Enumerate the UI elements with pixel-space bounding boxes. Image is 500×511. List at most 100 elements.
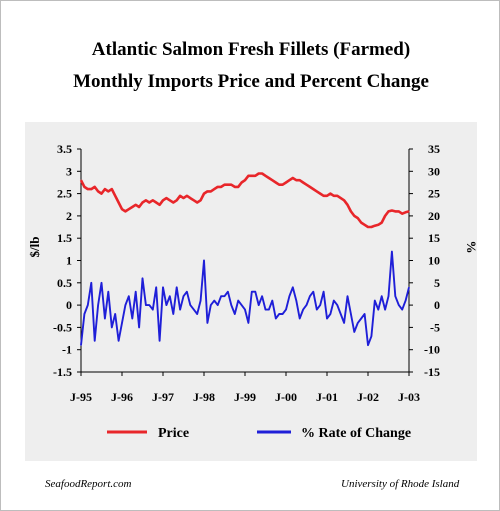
rate-of-change-point: [254, 291, 256, 293]
rate-of-change-point: [104, 317, 106, 320]
rate-of-change-point: [374, 300, 376, 302]
rate-of-change-point: [100, 282, 103, 284]
chart-axes: [80, 149, 410, 373]
price-point: [278, 184, 280, 186]
price-point: [288, 179, 290, 181]
rate-of-change-point: [145, 304, 147, 306]
y-right-tick-label: 30: [428, 164, 440, 178]
rate-of-change-point: [333, 300, 335, 302]
rate-of-change-point: [251, 291, 253, 293]
y-axis-right-label: %: [464, 241, 477, 254]
price-point: [309, 186, 311, 188]
rate-of-change-point: [111, 326, 113, 328]
price-point: [104, 188, 106, 190]
price-point: [316, 190, 318, 192]
price-point: [370, 226, 372, 228]
salmon-price-chart: 3.5 3 2.5 2 1.5 1 0.5 0 -0.5 -1 -1.5 35 30 25 20 15 10 5…: [27, 142, 477, 441]
rate-of-change-point: [305, 304, 308, 306]
rate-of-change-point: [172, 313, 174, 315]
x-tick-label: J-97: [152, 390, 174, 404]
rate-of-change-point: [282, 313, 284, 315]
rate-of-change-point: [258, 304, 260, 306]
price-point: [94, 186, 96, 188]
rate-of-change-point: [329, 313, 331, 315]
price-point: [237, 186, 239, 188]
rate-of-change-line: [80, 250, 410, 347]
rate-of-change-point: [264, 309, 267, 311]
price-point: [217, 186, 219, 188]
price-point: [230, 184, 232, 186]
y-left-tick-label: 0.5: [57, 276, 72, 290]
rate-of-change-point: [367, 344, 369, 346]
y-left-tick-label: 1.5: [57, 231, 72, 245]
y-left-tick-label: 3.5: [57, 142, 72, 156]
rate-of-change-point: [326, 317, 328, 320]
price-point: [264, 175, 267, 177]
rate-of-change-point: [405, 300, 407, 302]
price-point: [172, 201, 174, 204]
price-point: [268, 177, 270, 179]
rate-of-change-point: [312, 291, 314, 293]
rate-of-change-point: [138, 326, 140, 328]
price-point: [292, 177, 294, 179]
y-right-tick-label: 5: [434, 276, 440, 290]
price-point: [312, 188, 314, 190]
rate-of-change-point: [302, 309, 304, 311]
price-point: [367, 226, 369, 228]
rate-of-change-point: [179, 309, 181, 311]
y-axis-right-ticks: 35 30 25 20 15 10 5 0 -5 -10 -15: [409, 142, 440, 379]
rate-of-change-point: [292, 286, 294, 288]
rate-of-change-point: [299, 317, 301, 320]
price-point: [271, 179, 273, 181]
price-point: [241, 181, 243, 184]
price-point: [346, 204, 349, 206]
price-point: [302, 181, 304, 184]
price-point: [196, 201, 198, 204]
y-axis-left-ticks: 3.5 3 2.5 2 1.5 1 0.5 0 -0.5 -1 -1.5: [53, 142, 81, 379]
rate-of-change-point: [288, 295, 290, 297]
price-point: [206, 190, 208, 192]
price-point: [182, 197, 185, 199]
chart-panel: 3.5 3 2.5 2 1.5 1 0.5 0 -0.5 -1 -1.5 35 30 25 20 15 10 5…: [25, 122, 477, 461]
price-point: [247, 175, 249, 177]
rate-of-change-point: [316, 309, 318, 311]
rate-of-change-point: [394, 295, 396, 297]
rate-of-change-point: [343, 322, 345, 324]
rate-of-change-point: [196, 313, 198, 315]
price-point: [124, 210, 126, 212]
rate-of-change-point: [135, 291, 137, 293]
price-point: [340, 197, 342, 199]
rate-of-change-point: [193, 309, 195, 311]
x-axis-ticks: J-95 J-96 J-97 J-98 J-99 J-00 J-01 J-02 J-03: [70, 372, 420, 404]
rate-of-change-point: [131, 317, 133, 320]
price-point: [203, 193, 205, 195]
rate-of-change-point: [159, 340, 161, 342]
rate-of-change-point: [220, 295, 222, 297]
rate-of-change-point: [234, 313, 236, 315]
rate-of-change-point: [90, 282, 92, 284]
footer-source: SeafoodReport.com: [45, 478, 132, 490]
x-tick-label: J-99: [234, 390, 256, 404]
x-tick-label: J-98: [193, 390, 215, 404]
price-point: [326, 195, 328, 197]
y-left-tick-label: -1.5: [53, 365, 72, 379]
y-right-tick-label: 25: [428, 187, 440, 201]
price-point: [118, 201, 120, 204]
price-point: [141, 201, 144, 204]
rate-of-change-point: [408, 286, 410, 288]
legend-label-price: Price: [158, 426, 189, 441]
rate-of-change-point: [391, 251, 393, 253]
price-point: [165, 197, 167, 199]
price-point: [220, 186, 222, 188]
price-point: [80, 179, 82, 181]
price-point: [299, 179, 301, 181]
rate-of-change-point: [285, 309, 287, 311]
rate-of-change-point: [241, 304, 243, 306]
price-point: [333, 195, 335, 197]
rate-of-change-point: [152, 309, 154, 311]
price-point: [285, 181, 287, 184]
price-point: [131, 206, 133, 208]
rate-of-change-point: [346, 295, 349, 297]
rate-of-change-point: [87, 304, 89, 306]
y-right-tick-label: 20: [428, 209, 440, 223]
